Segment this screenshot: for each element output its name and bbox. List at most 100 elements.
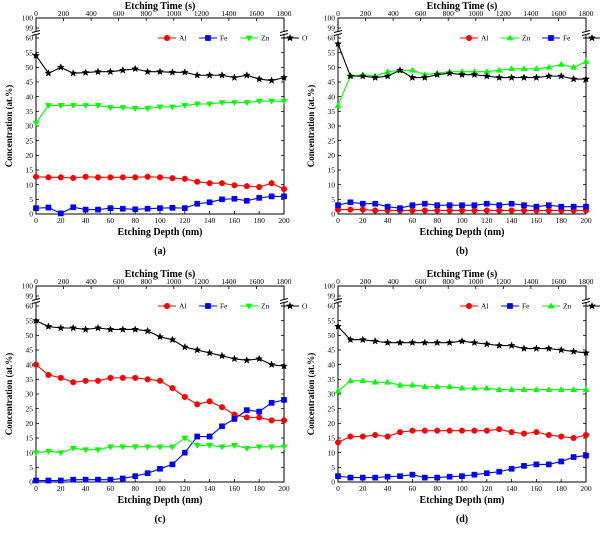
- panel-a-top-tick-label: 1600: [249, 9, 264, 18]
- panel-b-x-tick-label: 160: [531, 216, 543, 225]
- panel-c-top-tick-label: 1400: [221, 277, 236, 286]
- panel-d-top-tick-label: 800: [443, 277, 455, 286]
- panel-b-point-fe: [508, 200, 515, 207]
- panel-a-y-tick-label: 10: [26, 180, 34, 189]
- panel-a-point-zn: [106, 105, 114, 112]
- panel-a-y-tick-label: 25: [26, 136, 34, 145]
- panel-b-top-tick-label: 1200: [496, 9, 511, 18]
- panel-c-top-tick-label: 400: [85, 277, 97, 286]
- panel-c-y-tick-label: 5: [29, 463, 33, 472]
- panel-c-point-zn: [206, 443, 214, 449]
- panel-a-point-zn: [32, 120, 40, 127]
- panel-d-point-o: [445, 338, 454, 347]
- panel-d-legend-marker: [465, 302, 473, 310]
- panel-c-point-fe: [206, 433, 213, 440]
- panel-a-point-fe: [95, 206, 101, 213]
- panel-d-point-fe: [521, 463, 527, 469]
- panel-b-point-fe: [521, 202, 527, 209]
- panel-b-point-o: [371, 73, 380, 82]
- panel-b-y-tick-label: 55: [328, 48, 336, 57]
- panel-d-point-al: [520, 430, 528, 437]
- panel-b-top-tick-label: 600: [415, 9, 427, 18]
- panel-b-y-tick-label: 45: [328, 78, 336, 87]
- panel-c-legend-marker: [205, 303, 211, 309]
- panel-a-x-tick-label: 0: [34, 216, 38, 225]
- panel-a-point-zn: [156, 104, 164, 111]
- panel-d-x-tick-label: 0: [336, 484, 340, 493]
- panel-a-point-zn: [44, 103, 52, 110]
- panel-d-x-axis-title: Etching Depth (nm): [419, 495, 504, 506]
- panel-b-y-tick-label: 20: [328, 151, 336, 160]
- panel-d-x-tick-label: 20: [359, 484, 367, 493]
- panel-c-point-al: [70, 379, 77, 386]
- panel-d-y-tick-label: 55: [328, 316, 336, 325]
- panel-a-point-zn: [144, 106, 152, 113]
- panel-d-point-o: [581, 348, 591, 357]
- panel-c-point-fe: [169, 461, 176, 468]
- panel-a-point-fe: [33, 205, 39, 211]
- panel-a-x-tick-label: 100: [154, 216, 166, 225]
- panel-a-x-tick-label: 60: [107, 216, 115, 225]
- panel-b-point-zn: [557, 60, 565, 67]
- panel-d-legend-label: Al: [481, 302, 489, 311]
- panel-c-point-al: [119, 374, 126, 381]
- panel-a-y-break-tick-label: 100: [22, 14, 34, 23]
- panel-a-point-al: [94, 174, 102, 181]
- panel-d-point-fe: [409, 471, 416, 478]
- panel-a-x-tick-label: 20: [57, 216, 65, 225]
- panel-c-y-break-tick-label: 100: [22, 282, 34, 291]
- panel-d-point-o: [569, 347, 578, 355]
- panel-c-y-tick-label: 0: [29, 478, 33, 487]
- panel-a-point-al: [268, 180, 275, 187]
- panel-d-axis-break-gap: [334, 299, 342, 303]
- panel-a-point-fe: [169, 204, 176, 211]
- panel-d-point-zn: [396, 381, 404, 388]
- panel-a-point-fe: [206, 199, 213, 206]
- panel-b-point-fe: [496, 202, 503, 209]
- panel-d-point-o: [557, 345, 566, 354]
- panel-c-x-tick-label: 200: [278, 484, 290, 493]
- panel-a-point-o: [131, 64, 140, 73]
- panel-d-point-o: [346, 335, 355, 344]
- panel-a-point-al: [32, 173, 40, 180]
- panel-b-legend-label: Fe: [563, 34, 571, 43]
- panel-c-y-tick-label: 60: [26, 302, 34, 311]
- panel-d-point-o: [495, 341, 504, 350]
- panel-c-point-al: [57, 374, 64, 381]
- panel-c-point-zn: [144, 444, 152, 451]
- panel-d-top-tick-label: 1200: [496, 277, 511, 286]
- panel-d-point-o: [333, 322, 343, 330]
- panel-b-point-zn: [408, 66, 416, 73]
- panel-a-legend-marker: [205, 35, 211, 41]
- panel-a-point-zn: [268, 98, 276, 105]
- panel-d-point-al: [384, 433, 391, 440]
- panel-a-y-axis-title: Concentration (at.%): [4, 85, 14, 168]
- panel-d-point-fe: [397, 473, 403, 479]
- panel-b-top-tick-label: 200: [360, 9, 372, 18]
- panel-c-point-zn: [106, 444, 114, 451]
- panel-d-point-fe: [483, 470, 490, 477]
- panel-a-point-al: [218, 180, 226, 187]
- panel-c-point-fe: [219, 423, 225, 430]
- panel-d-point-zn: [470, 384, 478, 391]
- panel-d-point-fe: [471, 471, 478, 478]
- panel-b: Etching Time (s)0 200 400 600 800 1000 1200 140…: [306, 1, 600, 257]
- panel-a-point-o: [217, 71, 227, 79]
- panel-c-point-zn: [168, 444, 176, 451]
- panel-c-point-al: [169, 385, 176, 392]
- panel-d-point-zn: [408, 381, 416, 388]
- panel-b-y-break-tick-label: 99: [328, 24, 336, 33]
- panel-a-point-fe: [119, 205, 126, 212]
- panel-d-point-fe: [459, 473, 465, 479]
- panel-c-point-o: [279, 361, 289, 370]
- panel-a-point-zn: [255, 98, 263, 105]
- panel-a-point-al: [132, 174, 139, 181]
- panel-d-point-o: [470, 338, 479, 347]
- panel-a-top-tick-label: 1000: [166, 9, 181, 18]
- panel-c-point-zn: [69, 445, 77, 452]
- panel-c-x-tick-label: 140: [204, 484, 216, 493]
- panel-a-point-al: [194, 178, 201, 185]
- panel-c-point-o: [81, 325, 90, 333]
- panel-a-point-al: [119, 174, 126, 181]
- panel-c-series-fe: [33, 397, 287, 484]
